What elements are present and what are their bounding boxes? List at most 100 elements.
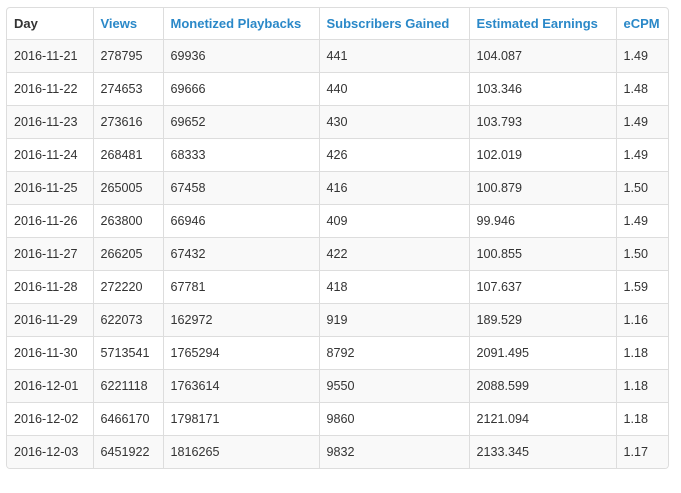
cell-views: 622073 (92, 303, 163, 337)
cell-monetized-playbacks: 1798171 (162, 402, 319, 436)
cell-estimated-earnings: 2088.599 (468, 369, 616, 403)
cell-ecpm: 1.49 (615, 204, 668, 238)
cell-estimated-earnings: 100.855 (468, 237, 616, 271)
cell-ecpm: 1.59 (615, 270, 668, 304)
table-row: 2016-12-02 6466170 1798171 9860 2121.094 1.18 (7, 402, 668, 436)
cell-day: 2016-11-26 (7, 204, 93, 238)
cell-day: 2016-11-27 (7, 237, 93, 271)
cell-monetized-playbacks: 1816265 (162, 435, 319, 468)
table-footer (7, 468, 668, 469)
cell-monetized-playbacks: 66946 (162, 204, 319, 238)
cell-subscribers-gained: 9832 (318, 435, 469, 468)
table-row: 2016-11-23 273616 69652 430 103.793 1.49 (7, 105, 668, 139)
table-row: 2016-11-29 622073 162972 919 189.529 1.16 (7, 303, 668, 337)
table-row: 2016-11-21 278795 69936 441 104.087 1.49 (7, 39, 668, 73)
cell-day: 2016-11-25 (7, 171, 93, 205)
cell-subscribers-gained: 9860 (318, 402, 469, 436)
cell-day: 2016-11-28 (7, 270, 93, 304)
cell-estimated-earnings: 100.879 (468, 171, 616, 205)
cell-estimated-earnings: 107.637 (468, 270, 616, 304)
cell-day: 2016-12-01 (7, 369, 93, 403)
cell-monetized-playbacks: 67432 (162, 237, 319, 271)
cell-estimated-earnings: 103.346 (468, 72, 616, 106)
cell-views: 6221118 (92, 369, 163, 403)
cell-day: 2016-11-21 (7, 39, 93, 73)
table-row: 2016-11-26 263800 66946 409 99.946 1.49 (7, 204, 668, 238)
cell-ecpm: 1.17 (615, 435, 668, 468)
cell-estimated-earnings: 2133.345 (468, 435, 616, 468)
cell-subscribers-gained: 8792 (318, 336, 469, 370)
table-body: 2016-11-21 278795 69936 441 104.087 1.49 2016-… (7, 39, 668, 468)
cell-ecpm: 1.18 (615, 402, 668, 436)
cell-ecpm: 1.50 (615, 171, 668, 205)
table-row: 2016-12-01 6221118 1763614 9550 2088.599 1.18 (7, 369, 668, 403)
cell-day: 2016-11-24 (7, 138, 93, 172)
cell-ecpm: 1.48 (615, 72, 668, 106)
column-header-monetized-playbacks[interactable]: Monetized Playbacks (162, 8, 319, 40)
cell-ecpm: 1.18 (615, 369, 668, 403)
cell-day: 2016-11-29 (7, 303, 93, 337)
column-header-ecpm[interactable]: eCPM (615, 8, 668, 40)
cell-subscribers-gained: 441 (318, 39, 469, 73)
cell-ecpm: 1.18 (615, 336, 668, 370)
cell-day: 2016-11-23 (7, 105, 93, 139)
cell-ecpm: 1.49 (615, 105, 668, 139)
table-row: 2016-11-22 274653 69666 440 103.346 1.48 (7, 72, 668, 106)
cell-monetized-playbacks: 69936 (162, 39, 319, 73)
cell-subscribers-gained: 440 (318, 72, 469, 106)
cell-subscribers-gained: 416 (318, 171, 469, 205)
cell-views: 263800 (92, 204, 163, 238)
cell-estimated-earnings: 103.793 (468, 105, 616, 139)
cell-subscribers-gained: 426 (318, 138, 469, 172)
cell-estimated-earnings: 2121.094 (468, 402, 616, 436)
cell-views: 272220 (92, 270, 163, 304)
cell-views: 266205 (92, 237, 163, 271)
cell-estimated-earnings: 104.087 (468, 39, 616, 73)
cell-views: 5713541 (92, 336, 163, 370)
column-header-subscribers-gained[interactable]: Subscribers Gained (318, 8, 469, 40)
cell-day: 2016-11-30 (7, 336, 93, 370)
cell-ecpm: 1.49 (615, 138, 668, 172)
cell-day: 2016-12-02 (7, 402, 93, 436)
cell-subscribers-gained: 9550 (318, 369, 469, 403)
cell-views: 273616 (92, 105, 163, 139)
cell-subscribers-gained: 430 (318, 105, 469, 139)
column-header-views[interactable]: Views (92, 8, 163, 40)
cell-subscribers-gained: 409 (318, 204, 469, 238)
cell-views: 6466170 (92, 402, 163, 436)
cell-estimated-earnings: 102.019 (468, 138, 616, 172)
cell-views: 6451922 (92, 435, 163, 468)
cell-estimated-earnings: 99.946 (468, 204, 616, 238)
cell-subscribers-gained: 422 (318, 237, 469, 271)
table-row: 2016-11-25 265005 67458 416 100.879 1.50 (7, 171, 668, 205)
table-row: 2016-11-24 268481 68333 426 102.019 1.49 (7, 138, 668, 172)
analytics-table-panel: Day Views Monetized Playbacks Subscriber… (6, 7, 669, 469)
cell-views: 268481 (92, 138, 163, 172)
cell-monetized-playbacks: 162972 (162, 303, 319, 337)
cell-monetized-playbacks: 69652 (162, 105, 319, 139)
cell-views: 274653 (92, 72, 163, 106)
cell-estimated-earnings: 189.529 (468, 303, 616, 337)
cell-monetized-playbacks: 69666 (162, 72, 319, 106)
cell-monetized-playbacks: 68333 (162, 138, 319, 172)
cell-views: 265005 (92, 171, 163, 205)
column-header-estimated-earnings[interactable]: Estimated Earnings (468, 8, 616, 40)
cell-day: 2016-11-22 (7, 72, 93, 106)
table-row: 2016-11-30 5713541 1765294 8792 2091.495 1.18 (7, 336, 668, 370)
table-row: 2016-11-27 266205 67432 422 100.855 1.50 (7, 237, 668, 271)
cell-monetized-playbacks: 67781 (162, 270, 319, 304)
cell-subscribers-gained: 919 (318, 303, 469, 337)
cell-day: 2016-12-03 (7, 435, 93, 468)
cell-monetized-playbacks: 1765294 (162, 336, 319, 370)
cell-subscribers-gained: 418 (318, 270, 469, 304)
cell-views: 278795 (92, 39, 163, 73)
cell-ecpm: 1.49 (615, 39, 668, 73)
table-header-row: Day Views Monetized Playbacks Subscriber… (7, 8, 668, 40)
column-header-day: Day (7, 8, 93, 40)
cell-monetized-playbacks: 67458 (162, 171, 319, 205)
table-row: 2016-11-28 272220 67781 418 107.637 1.59 (7, 270, 668, 304)
cell-estimated-earnings: 2091.495 (468, 336, 616, 370)
cell-ecpm: 1.16 (615, 303, 668, 337)
cell-monetized-playbacks: 1763614 (162, 369, 319, 403)
cell-ecpm: 1.50 (615, 237, 668, 271)
